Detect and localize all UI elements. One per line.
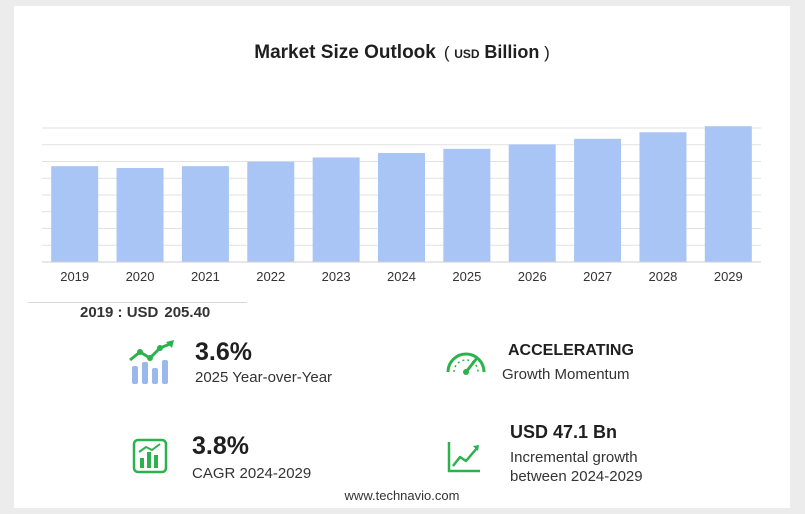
yoy-value: 3.6% [195, 338, 252, 366]
x-tick-label-2027: 2027 [583, 269, 612, 284]
base-divider [28, 302, 247, 303]
yoy-label: 2025 Year-over-Year [195, 369, 333, 386]
footer-url[interactable]: www.technavio.com [344, 488, 460, 503]
x-tick-label-2024: 2024 [387, 269, 416, 284]
x-tick-label-2021: 2021 [191, 269, 220, 284]
bar-2027 [574, 138, 622, 262]
x-tick-label-2025: 2025 [452, 269, 481, 284]
unit-scale: Billion [484, 42, 540, 62]
bar-2019 [51, 166, 99, 262]
x-tick-label-2022: 2022 [256, 269, 285, 284]
line-chart-icon [447, 442, 480, 473]
base-year-number: 205.40 [164, 304, 211, 321]
infographic-card: Market Size Outlook( USD Billion ) 2019 2… [14, 6, 790, 508]
base-year-label: 2019 : USD [80, 304, 159, 321]
momentum-stat: ACCELERATING Growth Momentum [502, 342, 634, 383]
x-tick-label-2029: 2029 [714, 269, 743, 284]
unit-currency: USD [454, 47, 480, 61]
title-main: Market Size Outlook [254, 42, 436, 63]
cagr-value: 3.8% [192, 432, 249, 460]
x-tick-label-2028: 2028 [648, 269, 677, 284]
bar-2022 [247, 161, 295, 262]
x-tick-label-2026: 2026 [518, 269, 547, 284]
title-unit: ( USD Billion ) [443, 42, 550, 62]
base-year-value: 2019 : USD 205.40 [80, 304, 210, 321]
cagr-label: CAGR 2024-2029 [192, 465, 312, 482]
momentum-label: Growth Momentum [502, 366, 630, 383]
bar-chart: 2019 2020 2021 2022 2023 2024 2025 2026 2027 2028… [42, 126, 761, 284]
bar-2021 [181, 166, 229, 262]
incremental-value: USD 47.1 Bn [510, 422, 618, 442]
speedometer-icon [446, 352, 486, 375]
bar-2024 [378, 153, 425, 262]
bar-chart-icon [132, 438, 168, 474]
momentum-value: ACCELERATING [508, 342, 634, 359]
bar-2025 [443, 148, 491, 262]
x-tick-label-2023: 2023 [322, 269, 351, 284]
chart-title: Market Size Outlook ( USD Billion ) [14, 42, 790, 64]
bar-growth-icon [129, 340, 174, 384]
bar-2028 [639, 132, 687, 262]
bar-2023 [312, 157, 360, 262]
incremental-label-line1: Incremental growth [510, 449, 638, 466]
bar-2026 [508, 144, 556, 262]
bar-2020 [116, 167, 164, 262]
incremental-stat: USD 47.1 Bn Incremental growth between 2… [510, 422, 643, 485]
cagr-stat: 3.8% CAGR 2024-2029 [192, 432, 311, 482]
incremental-label-line2: between 2024-2029 [510, 468, 643, 485]
x-tick-label-2019: 2019 [60, 269, 89, 284]
yoy-stat: 3.6% 2025 Year-over-Year [195, 338, 332, 386]
x-tick-label-2020: 2020 [126, 269, 155, 284]
bar-2029 [704, 126, 752, 262]
